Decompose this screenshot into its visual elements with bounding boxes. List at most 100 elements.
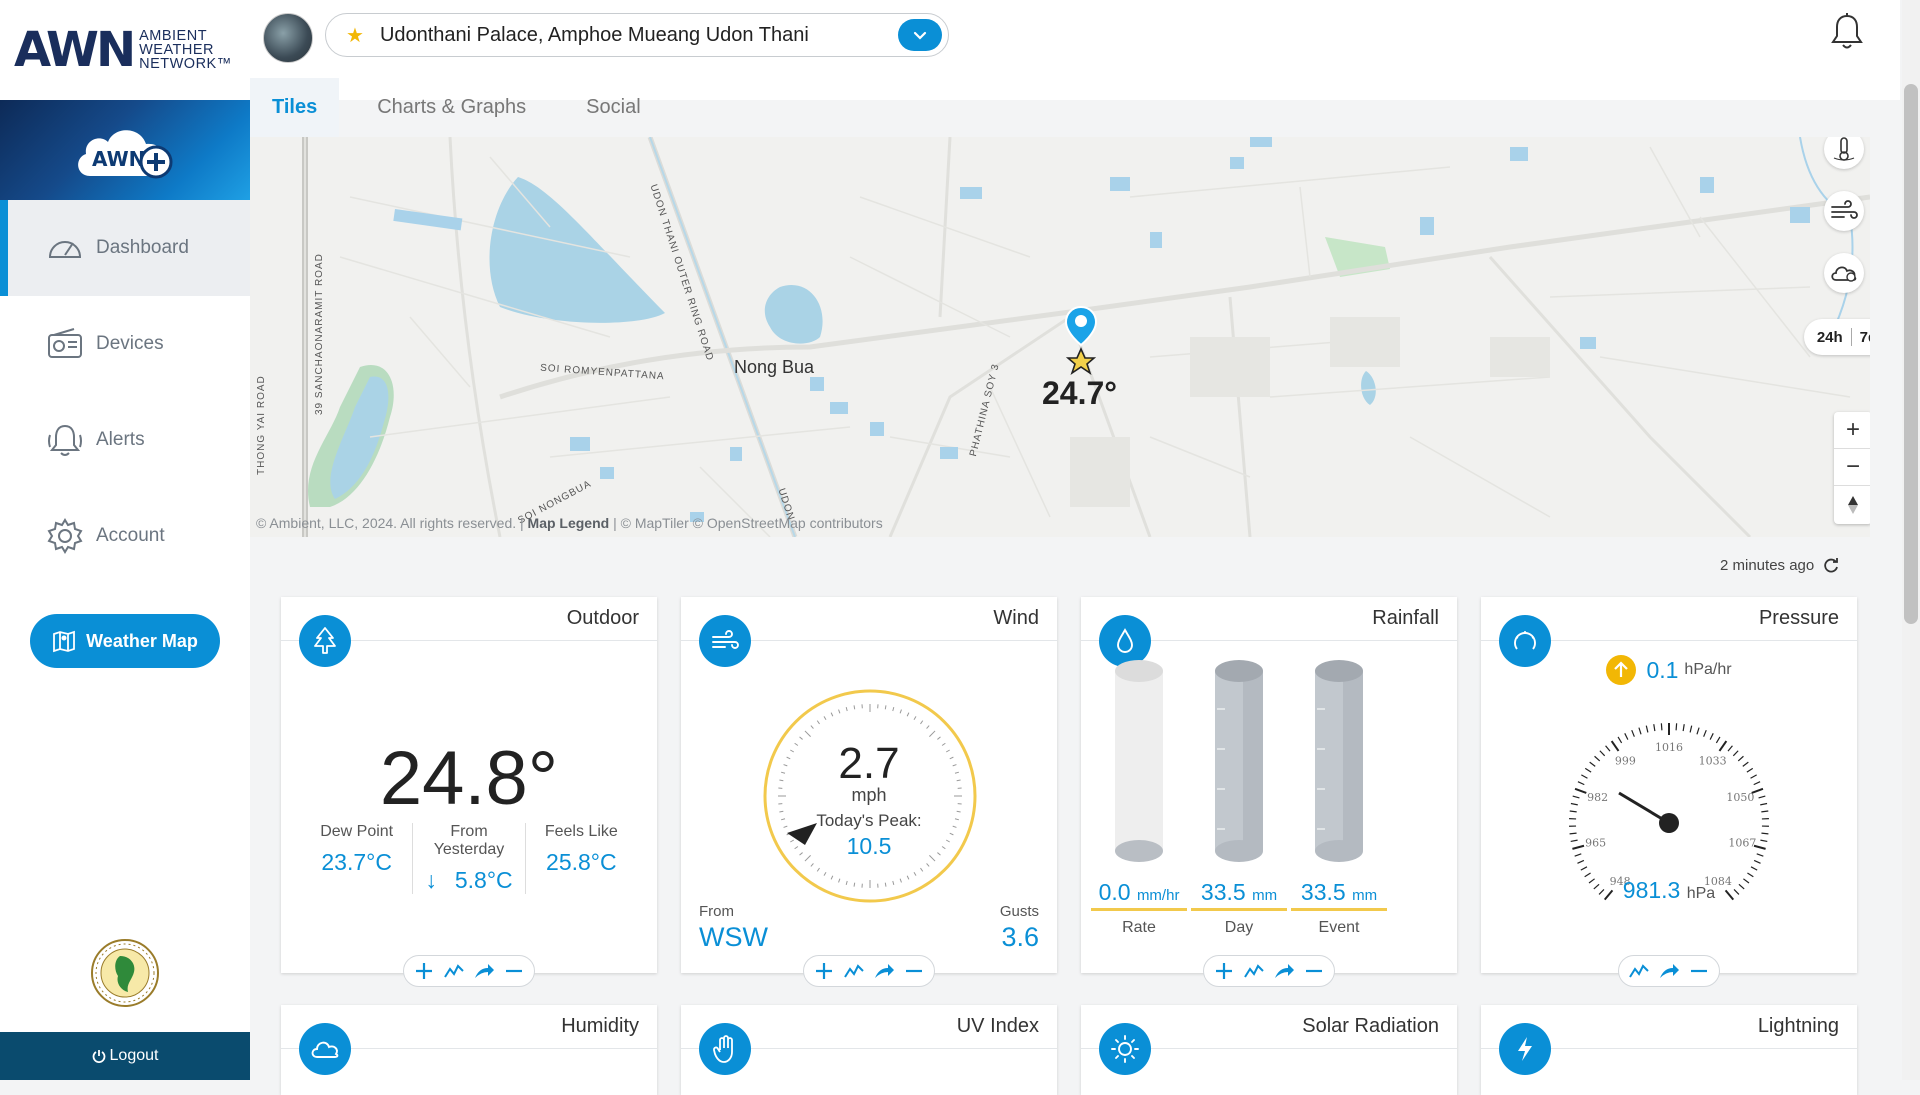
tab-social[interactable]: Social (564, 78, 662, 138)
sidebar-item-dashboard[interactable]: Dashboard (0, 200, 250, 296)
pressure-tick (1573, 796, 1580, 798)
minimize-icon[interactable] (902, 959, 926, 983)
pressure-tick (1683, 724, 1684, 731)
share-icon[interactable] (1657, 959, 1681, 983)
weather-map-button[interactable]: Weather Map (30, 614, 220, 668)
notifications-bell-icon[interactable] (1830, 12, 1864, 52)
time-range-toggle[interactable]: 24h 7d (1804, 319, 1870, 355)
pressure-tick (1600, 751, 1605, 756)
range-7d-option[interactable]: 7d (1860, 329, 1870, 346)
wind-layer-button[interactable] (1824, 191, 1864, 231)
chart-line-icon[interactable] (1627, 959, 1651, 983)
down-arrow-icon: ↓ (425, 867, 437, 893)
wind-peak-label: Today's Peak: (681, 811, 1057, 831)
station-temperature-label: 24.7° (1042, 375, 1117, 412)
pressure-tick (1618, 737, 1622, 743)
compass-tick (817, 721, 819, 724)
reset-north-button[interactable] (1834, 486, 1870, 523)
awn-logo[interactable]: AWN AMBIENT WEATHER NETWORK™ (14, 26, 232, 74)
pressure-tick (1575, 789, 1586, 793)
station-selector[interactable]: ★ Udonthani Palace, Amphoe Mueang Udon T… (325, 13, 949, 57)
pressure-tick (1577, 860, 1583, 863)
minimize-icon[interactable] (502, 959, 526, 983)
compass-tick (927, 863, 930, 866)
chart-line-icon[interactable] (1242, 959, 1266, 983)
cloud-layer-button[interactable] (1824, 253, 1864, 293)
map-base-layer (250, 137, 1870, 537)
pressure-tick (1733, 751, 1738, 756)
logout-button[interactable]: Logout (0, 1032, 250, 1080)
add-icon[interactable] (412, 959, 436, 983)
minimize-icon[interactable] (1687, 959, 1711, 983)
station-avatar[interactable] (263, 13, 313, 63)
refresh-icon[interactable] (1822, 556, 1840, 574)
zoom-in-button[interactable]: + (1834, 412, 1870, 449)
tile-action-bar (403, 955, 535, 987)
share-icon[interactable] (472, 959, 496, 983)
rain-rate-cylinder (1113, 659, 1165, 865)
logo-mark: AWN (14, 26, 133, 74)
page-scrollbar[interactable] (1902, 0, 1920, 1080)
chart-line-icon[interactable] (842, 959, 866, 983)
station-pin-icon[interactable] (1063, 305, 1099, 351)
compass-tick (846, 707, 847, 711)
minimize-icon[interactable] (1302, 959, 1326, 983)
from-yesterday: From Yesterday ↓5.8°C (412, 823, 524, 894)
compass-tick (914, 872, 916, 875)
pressure-tick (1570, 833, 1577, 834)
cloud-icon (299, 1023, 351, 1075)
weather-map-label: Weather Map (86, 631, 198, 652)
dew-point: Dew Point 23.7°C (301, 823, 412, 894)
share-icon[interactable] (872, 959, 896, 983)
compass-tick (817, 868, 819, 871)
map-legend-link[interactable]: Map Legend (528, 515, 610, 531)
chart-line-icon[interactable] (442, 959, 466, 983)
pressure-scale-label: 1033 (1699, 755, 1727, 768)
pressure-tick (1757, 854, 1764, 856)
tab-charts-graphs[interactable]: Charts & Graphs (355, 78, 548, 138)
compass-tick (805, 731, 811, 737)
pressure-tick (1743, 762, 1749, 766)
wind-gusts: Gusts 3.6 (1000, 903, 1039, 953)
pressure-tick (1760, 840, 1767, 841)
rainfall-tile: Rainfall 0.0 mm/hr Rate 33.5 mm Day (1081, 597, 1457, 973)
tile-action-bar (1618, 955, 1720, 987)
last-updated: 2 minutes ago (1720, 556, 1840, 574)
pressure-tick (1661, 723, 1662, 730)
pressure-tick (1578, 782, 1584, 785)
logout-label: Logout (110, 1047, 159, 1065)
add-icon[interactable] (812, 959, 836, 983)
dashboard-icon (46, 229, 84, 267)
last-updated-text: 2 minutes ago (1720, 557, 1814, 574)
sun-icon (1099, 1023, 1151, 1075)
wind-unit: mph (681, 785, 1057, 806)
scrollbar-thumb[interactable] (1904, 84, 1918, 624)
wind-icon (1830, 200, 1858, 222)
compass-tick (854, 883, 855, 887)
sidebar-item-devices[interactable]: Devices (0, 296, 250, 392)
pressure-tick (1738, 756, 1743, 761)
uv-index-tile: UV Index (681, 1005, 1057, 1095)
pressure-tick (1632, 730, 1635, 736)
pressure-tick (1751, 775, 1757, 778)
tile-action-bar (803, 955, 935, 987)
logo-text: AMBIENT WEATHER NETWORK™ (139, 29, 232, 71)
outdoor-tile: Outdoor 24.8° Dew Point 23.7°C From Yest… (281, 597, 657, 973)
humidity-tile: Humidity (281, 1005, 657, 1095)
zoom-out-button[interactable]: − (1834, 449, 1870, 486)
share-icon[interactable] (1272, 959, 1296, 983)
sidebar-item-account[interactable]: Account (0, 488, 250, 584)
devices-icon (46, 325, 84, 363)
view-tabs: Tiles Charts & Graphs Social (250, 78, 679, 138)
awn-plus-banner[interactable]: AWN (0, 100, 250, 200)
sidebar-item-alerts[interactable]: Alerts (0, 392, 250, 488)
range-24h-option[interactable]: 24h (1817, 329, 1843, 346)
favorite-star-icon[interactable]: ★ (346, 23, 364, 48)
sidebar: AWN Dashboard Devices Alerts Account Wea… (0, 100, 250, 1080)
tab-tiles[interactable]: Tiles (250, 78, 339, 138)
add-icon[interactable] (1212, 959, 1236, 983)
station-map[interactable]: THONG YAI ROAD 39 SANCHAONARAMIT ROAD SO… (250, 137, 1870, 537)
chevron-down-icon[interactable] (898, 19, 942, 51)
compass-tick (824, 872, 826, 875)
wind-peak-value: 10.5 (681, 833, 1057, 860)
